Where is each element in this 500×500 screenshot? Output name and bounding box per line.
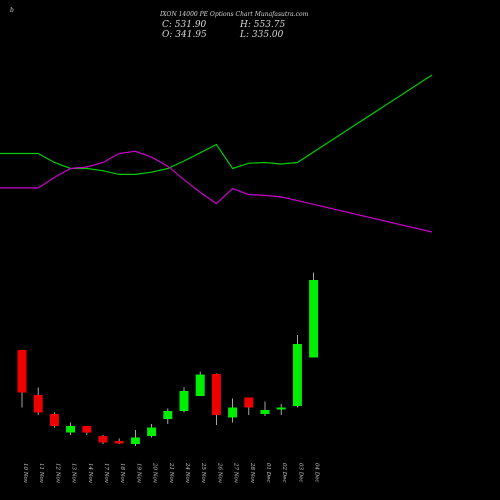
candle-body: [147, 427, 157, 436]
candle-14-nov: [82, 426, 92, 435]
candle-body: [33, 395, 43, 413]
candle-10-nov: [17, 350, 27, 408]
x-tick-label: 13 Nov: [71, 463, 77, 484]
candle-body: [17, 350, 27, 393]
high-value: H: 553.75: [240, 20, 286, 30]
x-tick-label: 03 Dec: [297, 463, 303, 483]
indicator-lines: [0, 74, 433, 233]
candle-01-dec: [260, 401, 270, 416]
candle-19-nov: [130, 430, 140, 446]
candle-body: [130, 437, 140, 444]
candle-body: [228, 407, 238, 418]
candle-24-nov: [179, 387, 189, 413]
candle-body: [292, 344, 302, 406]
candle-body: [195, 374, 205, 396]
candle-body: [49, 414, 59, 426]
candle-12-nov: [49, 412, 59, 428]
chart-title: IXON 14000 PE Options Chart Munafasutra.…: [160, 11, 309, 18]
candle-11-nov: [33, 387, 43, 415]
candle-body: [309, 280, 319, 358]
x-tick-label: 26 Nov: [216, 462, 222, 484]
x-tick-label: 18 Nov: [119, 463, 125, 484]
x-tick-label: 14 Nov: [87, 463, 93, 484]
candle-21-nov: [163, 408, 173, 424]
candle-body: [211, 374, 221, 415]
x-tick-label: 01 Dec: [265, 463, 271, 483]
candle-25-nov: [195, 371, 205, 396]
close-value: C: 531.90: [162, 20, 207, 30]
x-tick-label: 11 Nov: [38, 463, 44, 484]
x-tick-label: 02 Dec: [281, 463, 287, 483]
candle-18-nov: [114, 438, 124, 444]
candle-04-dec: [309, 272, 319, 358]
x-tick-label: 19 Nov: [135, 463, 141, 484]
candle-02-dec: [276, 404, 286, 415]
candle-body: [114, 441, 124, 444]
x-tick-label: 17 Nov: [103, 463, 109, 484]
indicator-line-2: [0, 150, 433, 233]
candle-body: [276, 407, 286, 410]
candle-26-nov: [211, 373, 221, 425]
x-tick-label: 10 Nov: [22, 463, 28, 484]
candle-body: [179, 391, 189, 411]
x-axis-labels: 10 Nov 11 Nov 12 Nov 13 Nov 14 Nov 17 Nov 18 N…: [22, 462, 320, 484]
candles: [17, 272, 319, 446]
low-value: L: 335.00: [240, 30, 284, 40]
candle-body: [163, 411, 173, 419]
candle-13-nov: [66, 422, 76, 435]
x-tick-label: 28 Nov: [249, 462, 255, 484]
open-value: O: 341.95: [162, 30, 207, 40]
candle-20-nov: [147, 424, 157, 438]
brand-mark: b: [10, 7, 14, 14]
candle-27-nov: [228, 398, 238, 423]
x-tick-label: 24 Nov: [184, 462, 190, 484]
x-tick-label: 12 Nov: [54, 463, 60, 484]
candle-body: [66, 426, 76, 433]
candle-17-nov: [98, 435, 108, 444]
candle-body: [98, 436, 108, 443]
x-tick-label: 21 Nov: [168, 462, 174, 484]
candle-body: [260, 410, 270, 414]
candle-body: [82, 426, 92, 433]
candle-03-dec: [292, 335, 302, 408]
candle-28-nov: [244, 397, 254, 415]
indicator-line-1: [0, 74, 433, 175]
x-tick-label: 25 Nov: [200, 462, 206, 484]
x-tick-label: 27 Nov: [233, 462, 239, 484]
x-tick-label: 20 Nov: [152, 462, 158, 484]
x-tick-label: 04 Dec: [314, 463, 320, 483]
candle-body: [244, 397, 254, 408]
